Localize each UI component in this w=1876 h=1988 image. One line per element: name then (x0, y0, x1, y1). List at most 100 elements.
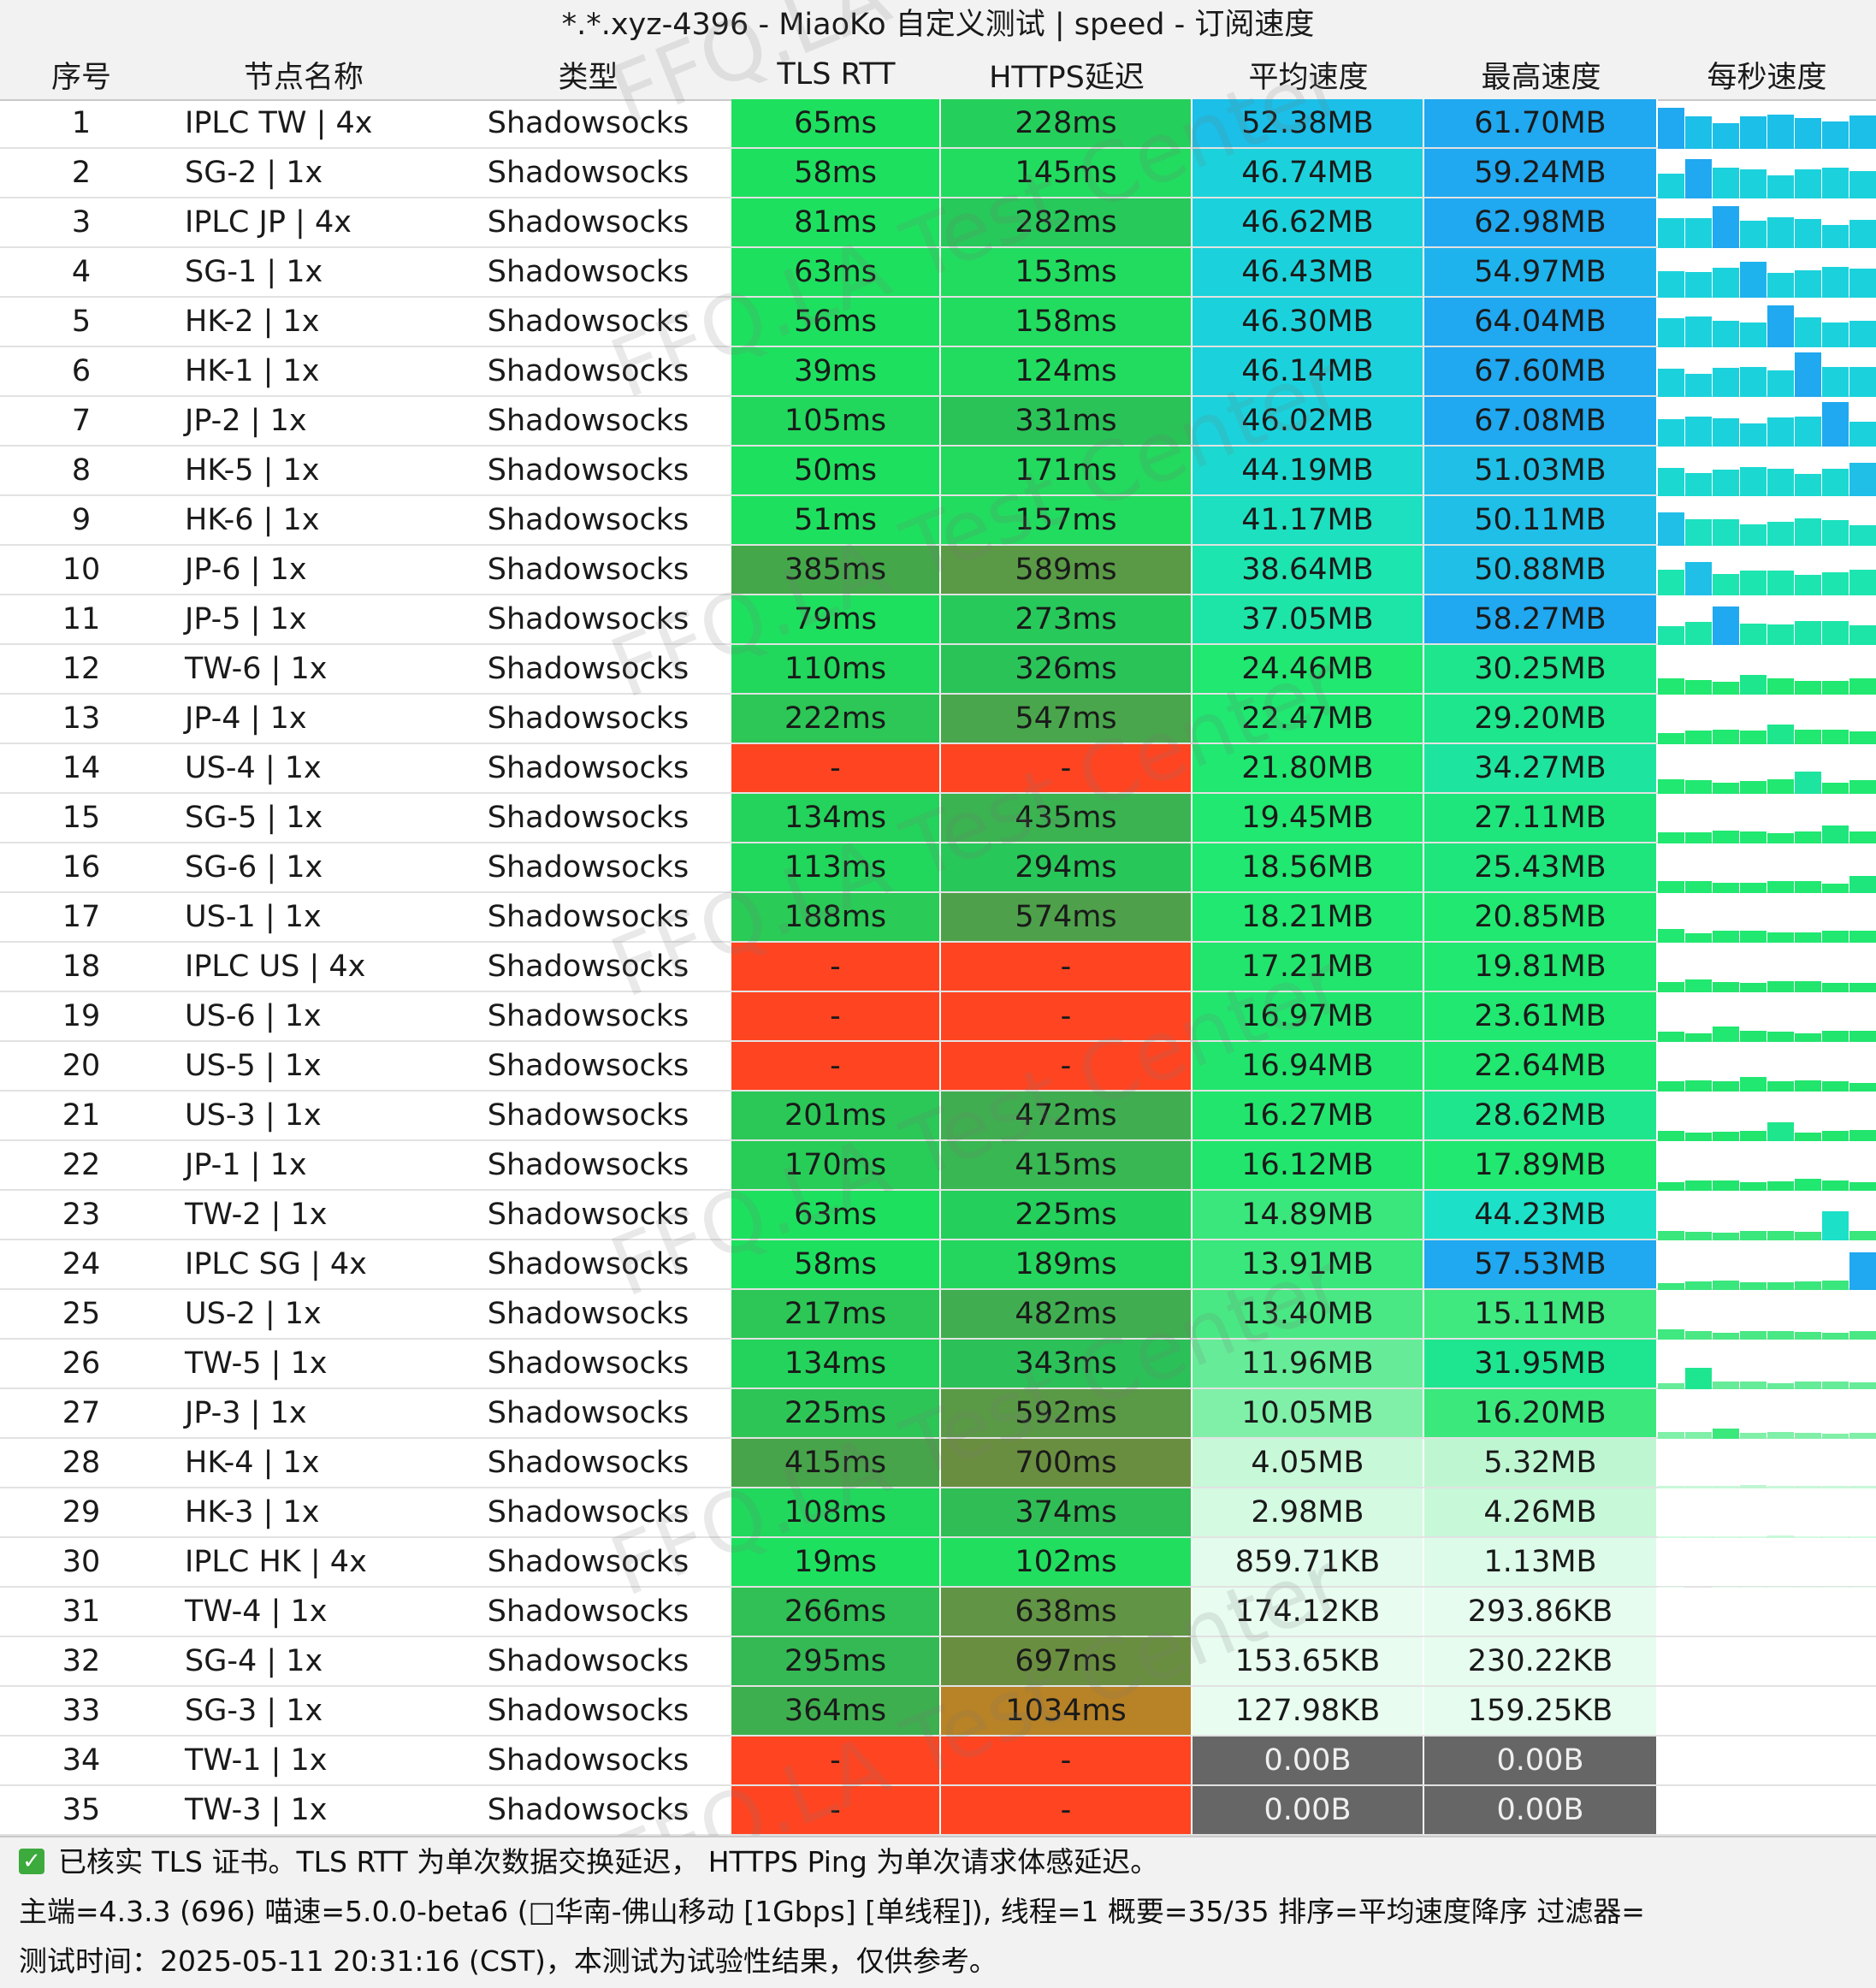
sparkline-bar (1713, 574, 1739, 595)
report-title: *.*.xyz-4396 - MiaoKo 自定义测试 | speed - 订阅… (0, 0, 1876, 51)
sparkline-bar (1849, 1331, 1876, 1340)
sparkline-bar (1795, 621, 1821, 645)
row-tls-rtt: 222ms (731, 695, 941, 743)
row-avg-speed: 18.56MB (1192, 843, 1424, 891)
row-tls-rtt: 105ms (731, 397, 941, 445)
sparkline-bar (1713, 168, 1739, 198)
sparkline-bar (1849, 983, 1876, 992)
row-index: 31 (0, 1588, 163, 1636)
sparkline-bar (1795, 1433, 1821, 1439)
sparkline-bar (1822, 884, 1849, 893)
row-max-speed: 230.22KB (1424, 1637, 1658, 1685)
row-per-second-sparkline (1658, 397, 1876, 447)
sparkline-bar (1740, 983, 1767, 992)
sparkline-bar (1822, 367, 1849, 397)
row-node-name: JP-6 | 1x (163, 546, 445, 594)
sparkline-bar (1822, 322, 1849, 348)
sparkline-bar (1767, 678, 1794, 695)
sparkline-bar (1795, 518, 1821, 546)
row-type: Shadowsocks (445, 1588, 731, 1636)
sparkline-bar (1849, 1083, 1876, 1092)
row-type: Shadowsocks (445, 198, 731, 246)
sparkline-bar (1740, 1282, 1767, 1291)
sparkline-bar (1713, 883, 1739, 893)
sparkline-bar (1740, 524, 1767, 546)
row-tls-rtt: - (731, 1786, 941, 1834)
sparkline-bar (1658, 881, 1684, 893)
sparkline-bar (1740, 675, 1767, 695)
footer-note-text: 已核实 TLS 证书。TLS RTT 为单次数据交换延迟， HTTPS Ping… (58, 1845, 1158, 1879)
row-tls-rtt: 65ms (731, 99, 941, 147)
sparkline-bar (1795, 118, 1821, 149)
row-https-latency: - (941, 943, 1192, 991)
sparkline-bar (1795, 1232, 1821, 1240)
sparkline-bar (1822, 825, 1849, 843)
row-per-second-sparkline (1658, 99, 1876, 149)
row-max-speed: 22.64MB (1424, 1042, 1658, 1090)
row-node-name: JP-1 | 1x (163, 1141, 445, 1189)
sparkline-bar (1658, 832, 1684, 843)
sparkline-bar (1767, 1331, 1794, 1340)
row-https-latency: 482ms (941, 1290, 1192, 1338)
row-tls-rtt: 113ms (731, 843, 941, 891)
sparkline-bar (1658, 174, 1684, 198)
row-https-latency: 700ms (941, 1439, 1192, 1487)
row-type: Shadowsocks (445, 943, 731, 991)
row-index: 27 (0, 1389, 163, 1437)
sparkline-bar (1849, 171, 1876, 199)
row-tls-rtt: - (731, 1737, 941, 1784)
row-type: Shadowsocks (445, 1488, 731, 1536)
row-avg-speed: 21.80MB (1192, 744, 1424, 792)
column-header-max-speed: 最高速度 (1424, 50, 1658, 99)
sparkline-bar (1849, 1130, 1876, 1141)
sparkline-bar (1713, 470, 1739, 496)
row-index: 2 (0, 149, 163, 197)
sparkline-bar (1795, 730, 1821, 744)
row-avg-speed: 46.02MB (1192, 397, 1424, 445)
sparkline-bar (1713, 1333, 1739, 1340)
row-node-name: JP-3 | 1x (163, 1389, 445, 1437)
row-node-name: IPLC TW | 4x (163, 99, 445, 147)
row-https-latency: - (941, 1737, 1192, 1784)
row-per-second-sparkline (1658, 1389, 1876, 1439)
row-index: 32 (0, 1637, 163, 1685)
sparkline-bar (1822, 469, 1849, 496)
row-avg-speed: 16.97MB (1192, 992, 1424, 1040)
row-index: 1 (0, 99, 163, 147)
row-avg-speed: 41.17MB (1192, 496, 1424, 544)
row-https-latency: 124ms (941, 347, 1192, 395)
row-per-second-sparkline (1658, 695, 1876, 744)
row-type: Shadowsocks (445, 1389, 731, 1437)
row-node-name: TW-4 | 1x (163, 1588, 445, 1636)
row-node-name: HK-3 | 1x (163, 1488, 445, 1536)
sparkline-bar (1767, 469, 1794, 496)
row-per-second-sparkline (1658, 645, 1876, 695)
row-https-latency: 697ms (941, 1637, 1192, 1685)
row-node-name: US-2 | 1x (163, 1290, 445, 1338)
row-https-latency: - (941, 744, 1192, 792)
sparkline-bar (1767, 981, 1794, 992)
row-max-speed: 67.60MB (1424, 347, 1658, 395)
row-tls-rtt: 81ms (731, 198, 941, 246)
row-node-name: JP-5 | 1x (163, 595, 445, 643)
row-index: 4 (0, 248, 163, 296)
row-per-second-sparkline (1658, 248, 1876, 298)
sparkline-bar (1713, 1027, 1739, 1042)
sparkline-bar (1795, 1080, 1821, 1092)
sparkline-bar (1740, 1382, 1767, 1389)
row-avg-speed: 13.91MB (1192, 1240, 1424, 1288)
sparkline-bar (1740, 931, 1767, 943)
row-index: 7 (0, 397, 163, 445)
row-per-second-sparkline (1658, 1439, 1876, 1488)
sparkline-bar (1685, 780, 1712, 794)
sparkline-bar (1822, 520, 1849, 546)
